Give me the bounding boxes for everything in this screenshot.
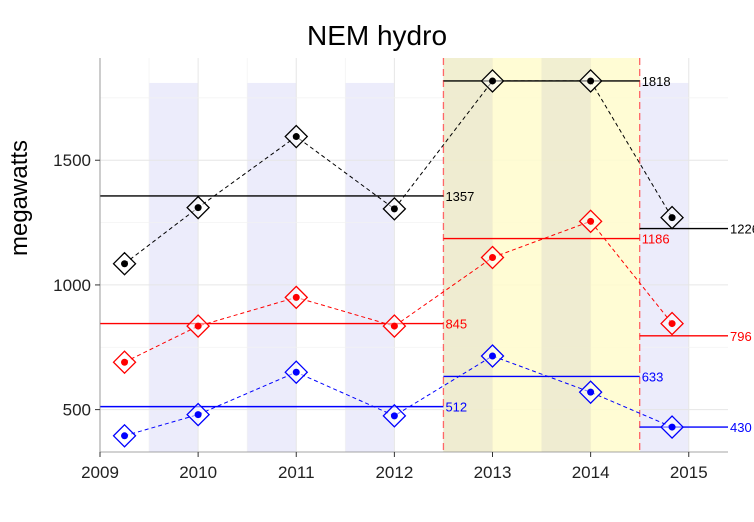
data-point	[194, 204, 202, 212]
data-point	[489, 352, 496, 360]
data-point	[292, 133, 300, 141]
shaded-band	[639, 82, 689, 452]
y-tick-label: 1000	[53, 276, 91, 295]
highlight-period	[442, 58, 641, 452]
data-point	[489, 77, 496, 85]
y-tick-label: 1500	[53, 151, 91, 170]
data-point	[390, 412, 398, 420]
average-label: 1357	[445, 189, 474, 204]
data-point	[194, 411, 202, 419]
chart-title: NEM hydro	[306, 20, 448, 51]
data-point	[121, 260, 129, 268]
data-point	[292, 293, 300, 301]
shaded-band	[149, 82, 199, 452]
y-tick-label: 500	[63, 401, 91, 420]
data-point	[668, 423, 676, 431]
highlight-band-overlap	[541, 58, 591, 452]
data-point	[668, 320, 676, 328]
data-point	[587, 388, 595, 396]
highlight-band	[443, 58, 640, 452]
x-tick-label: 2011	[278, 463, 315, 482]
data-point	[121, 432, 129, 440]
average-label: 1226	[730, 222, 754, 237]
series-points	[112, 69, 684, 448]
data-point	[587, 77, 595, 85]
data-point	[668, 214, 676, 222]
average-label: 430	[730, 420, 752, 435]
average-label: 1818	[642, 74, 671, 89]
average-label: 1186	[642, 232, 670, 247]
x-tick-label: 2009	[81, 463, 119, 482]
x-tick-label: 2013	[474, 463, 512, 482]
axes: 2009 2010 2011 2012 2013 2014 2015 500 1000 1500	[53, 58, 728, 482]
data-point	[489, 253, 496, 261]
data-point	[292, 368, 300, 376]
data-point	[390, 205, 398, 213]
average-label: 796	[730, 329, 752, 344]
data-point	[390, 322, 398, 330]
average-label: 845	[445, 317, 467, 332]
shaded-band	[345, 82, 395, 452]
x-tick-label: 2012	[375, 463, 413, 482]
data-point	[121, 358, 129, 366]
x-tick-label: 2014	[572, 463, 610, 482]
data-point	[194, 322, 202, 330]
data-point	[587, 217, 595, 225]
x-tick-label: 2015	[670, 463, 708, 482]
average-label: 512	[445, 400, 467, 415]
shaded-band	[247, 82, 297, 452]
average-label: 633	[642, 369, 664, 384]
x-tick-label: 2010	[179, 463, 217, 482]
